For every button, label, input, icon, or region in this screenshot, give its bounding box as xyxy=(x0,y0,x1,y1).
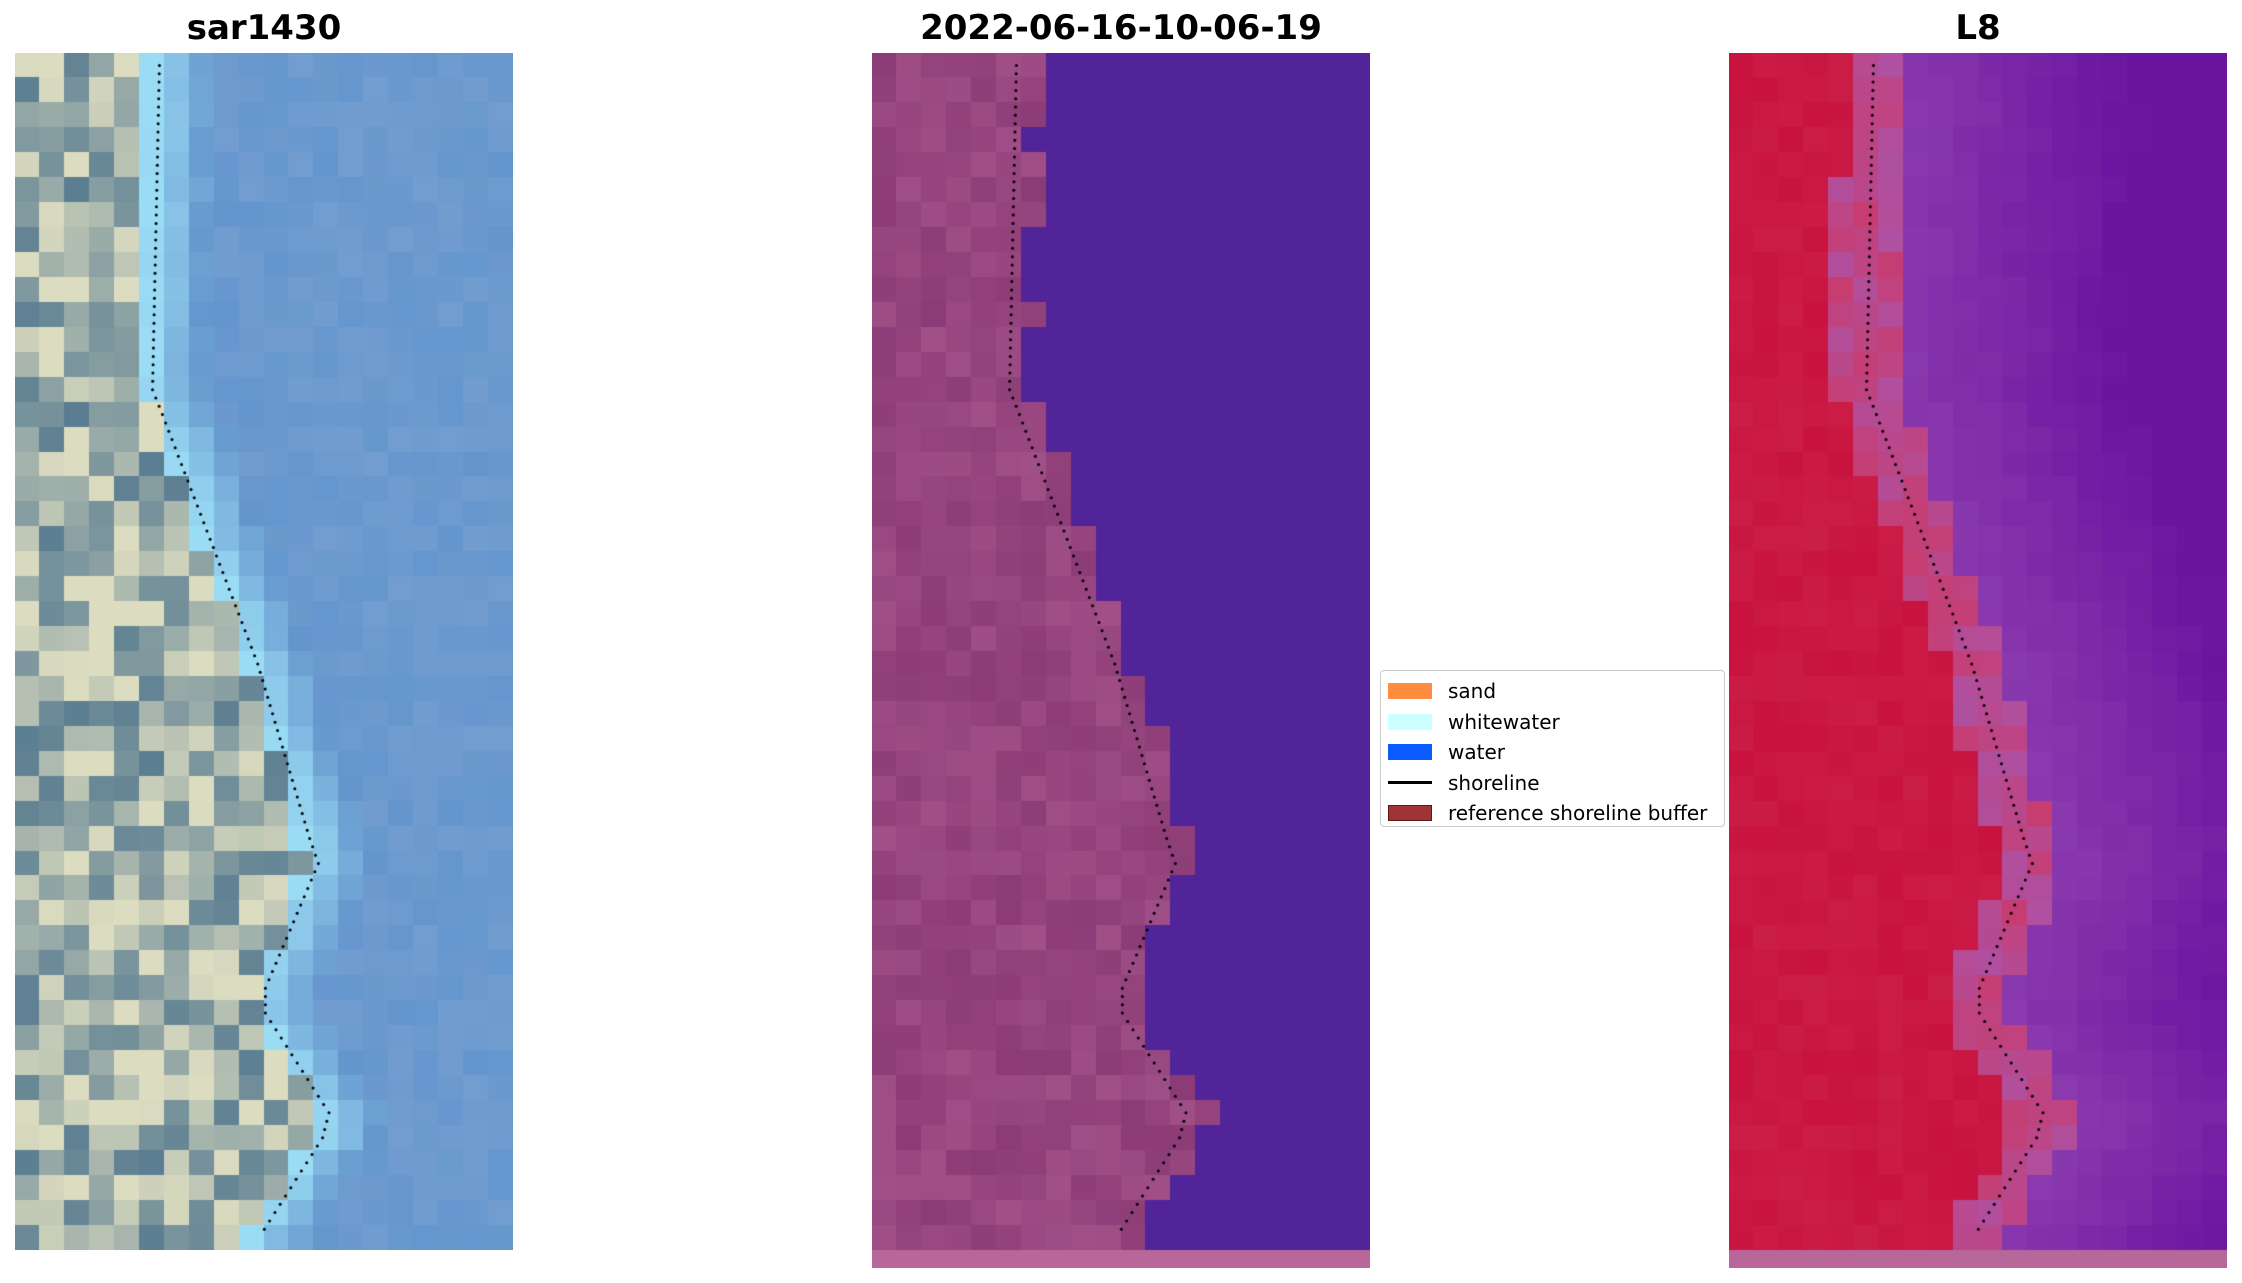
water-swatch xyxy=(1388,744,1432,761)
legend-item-shoreline: shoreline xyxy=(1386,768,1724,799)
l8-image xyxy=(1729,53,2227,1268)
rgb-image xyxy=(15,53,513,1250)
classified-image xyxy=(872,53,1370,1268)
shoreline-swatch xyxy=(1388,781,1432,785)
legend-item-sand: sand xyxy=(1386,676,1724,707)
legend-label: shoreline xyxy=(1448,770,1540,795)
panel-title-l8: L8 xyxy=(1955,8,2001,48)
rgb-image-panel xyxy=(15,53,513,1250)
legend-label: reference shoreline buffer xyxy=(1448,801,1708,826)
legend-label: sand xyxy=(1448,679,1497,704)
sand-swatch xyxy=(1388,683,1432,700)
panel-title-classified: 2022-06-16-10-06-19 xyxy=(920,8,1322,48)
legend: sand whitewater water shoreline referenc… xyxy=(1380,670,1725,827)
panel-title-rgb: sar1430 xyxy=(186,8,342,48)
legend-item-reference-buffer: reference shoreline buffer xyxy=(1386,798,1724,829)
legend-label: water xyxy=(1448,740,1505,765)
l8-image-panel xyxy=(1729,53,2227,1268)
whitewater-swatch xyxy=(1388,713,1432,730)
classified-image-panel xyxy=(872,53,1370,1268)
legend-item-water: water xyxy=(1386,737,1724,768)
legend-item-whitewater: whitewater xyxy=(1386,707,1724,738)
legend-label: whitewater xyxy=(1448,709,1560,734)
reference-buffer-swatch xyxy=(1388,805,1432,822)
